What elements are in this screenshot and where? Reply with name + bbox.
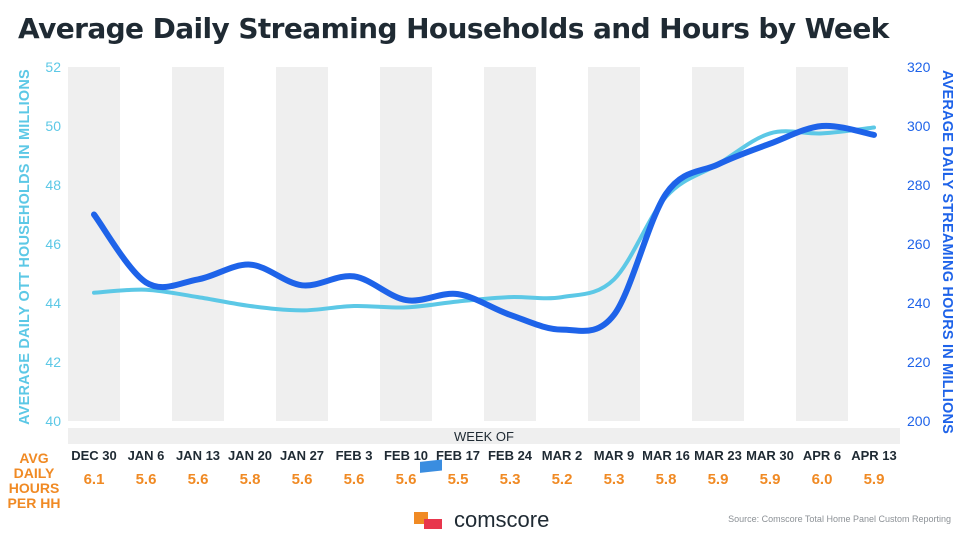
y-right-tick-label: 240 (907, 295, 931, 311)
grid-band (796, 67, 848, 421)
comscore-logo: comscore (414, 459, 549, 532)
x-tick-label: FEB 10 (384, 448, 428, 463)
avg-hours-value: 6.0 (812, 471, 833, 488)
avg-hours-value: 5.6 (344, 471, 365, 488)
grid-band (692, 67, 744, 421)
logo-mark-blue (420, 459, 442, 473)
avg-hours-value: 5.5 (448, 471, 469, 488)
y-right-tick-label: 280 (907, 177, 931, 193)
avg-hours-value: 5.6 (292, 471, 313, 488)
avg-hours-value: 5.9 (864, 471, 885, 488)
y-left-tick-label: 46 (45, 236, 61, 252)
y-right-tick-label: 260 (907, 236, 931, 252)
avg-hours-value: 5.6 (188, 471, 209, 488)
households-series-line (92, 125, 876, 313)
y-left-ticks: 40 42 44 46 48 50 52 (45, 59, 61, 429)
hours-series-line (91, 122, 877, 334)
grid-band (276, 67, 328, 421)
x-tick-label: MAR 9 (594, 448, 634, 463)
avg-hours-value: 5.9 (708, 471, 729, 488)
avg-hours-value: 5.6 (396, 471, 417, 488)
x-tick-label: JAN 13 (176, 448, 220, 463)
x-axis-label-band (68, 428, 900, 444)
y-right-tick-label: 200 (907, 413, 931, 429)
x-tick-label: APR 6 (803, 448, 841, 463)
y-left-tick-label: 42 (45, 354, 61, 370)
x-tick-label: JAN 20 (228, 448, 272, 463)
avg-hours-label-line: PER HH (8, 495, 61, 511)
x-tick-label: FEB 3 (336, 448, 373, 463)
avg-hours-value: 5.2 (552, 471, 573, 488)
x-tick-label: MAR 23 (694, 448, 742, 463)
x-tick-label: MAR 16 (642, 448, 690, 463)
avg-hours-label-line: AVG (19, 450, 48, 466)
avg-hours-value: 5.8 (656, 471, 677, 488)
x-tick-label: JAN 6 (128, 448, 165, 463)
x-tick-label: JAN 27 (280, 448, 324, 463)
avg-hours-value: 5.9 (760, 471, 781, 488)
avg-hours-value: 5.6 (136, 471, 157, 488)
avg-hours-value: 5.8 (240, 471, 261, 488)
chart-title: Average Daily Streaming Households and H… (18, 12, 891, 45)
avg-hours-value: 6.1 (84, 471, 105, 488)
x-tick-label: FEB 17 (436, 448, 480, 463)
logo-mark-red (424, 519, 442, 529)
avg-hours-label-line: DAILY (14, 465, 55, 481)
y-left-tick-label: 44 (45, 295, 61, 311)
x-tick-label: APR 13 (851, 448, 897, 463)
grid-band (380, 67, 432, 421)
y-right-tick-label: 320 (907, 59, 931, 75)
y-right-ticks: 200 220 240 260 280 300 320 (907, 59, 931, 429)
grid-band (588, 67, 640, 421)
grid-band (172, 67, 224, 421)
avg-hours-label-line: HOURS (9, 480, 60, 496)
grid-band (484, 67, 536, 421)
y-left-axis-label: AVERAGE DAILY OTT HOUSEHOLDS IN MILLIONS (17, 69, 33, 425)
avg-hours-value: 5.3 (604, 471, 625, 488)
source-note: Source: Comscore Total Home Panel Custom… (728, 514, 951, 524)
y-right-tick-label: 300 (907, 118, 931, 134)
y-left-tick-label: 52 (45, 59, 61, 75)
x-tick-labels: DEC 30 JAN 6 JAN 13 JAN 20 JAN 27 FEB 3 FEB 10… (71, 448, 897, 463)
grid-bands (68, 67, 848, 421)
x-tick-label: MAR 30 (746, 448, 794, 463)
x-tick-label: DEC 30 (71, 448, 117, 463)
x-tick-label: FEB 24 (488, 448, 533, 463)
y-left-tick-label: 40 (45, 413, 61, 429)
x-axis-label: WEEK OF (454, 429, 514, 444)
y-left-tick-label: 48 (45, 177, 61, 193)
avg-hours-values: 6.1 5.6 5.6 5.8 5.6 5.6 5.6 5.5 5.3 5.2 5.3 5.8 5.9 5… (84, 471, 885, 488)
y-right-axis-label: AVERAGE DAILY STREAMING HOURS IN MILLION… (939, 70, 955, 434)
x-tick-label: MAR 2 (542, 448, 582, 463)
series-lines (91, 122, 877, 334)
y-left-tick-label: 50 (45, 118, 61, 134)
y-right-tick-label: 220 (907, 354, 931, 370)
avg-hours-value: 5.3 (500, 471, 521, 488)
brand-name: comscore (454, 507, 549, 532)
